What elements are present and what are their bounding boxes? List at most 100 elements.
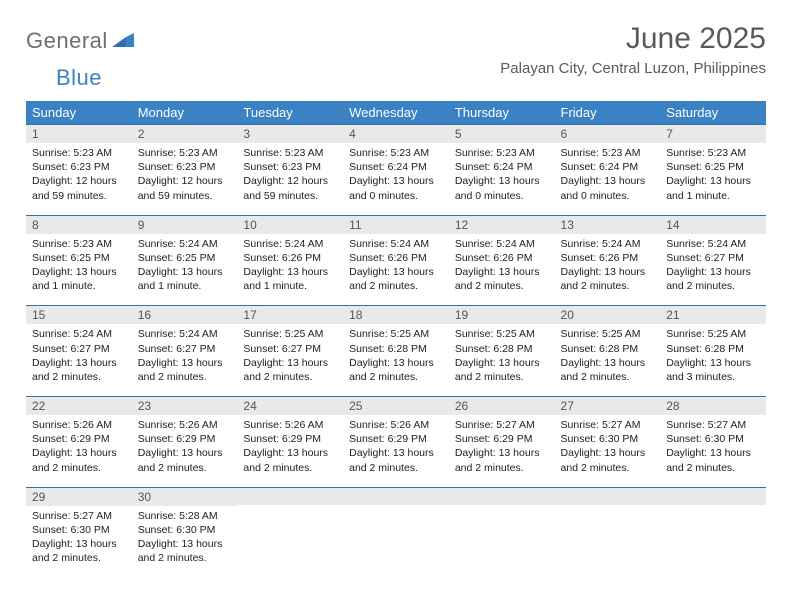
calendar-cell [343, 487, 449, 578]
day-details: Sunrise: 5:27 AMSunset: 6:30 PMDaylight:… [660, 415, 766, 479]
day-number: 13 [555, 215, 661, 234]
daylight-line: Daylight: 13 hours [243, 446, 337, 460]
day-number: 4 [343, 124, 449, 143]
calendar-cell: 20Sunrise: 5:25 AMSunset: 6:28 PMDayligh… [555, 305, 661, 396]
day-number: 11 [343, 215, 449, 234]
daylight-line: Daylight: 13 hours [561, 174, 655, 188]
daylight-line: Daylight: 12 hours [243, 174, 337, 188]
day-details: Sunrise: 5:23 AMSunset: 6:24 PMDaylight:… [555, 143, 661, 207]
daylight-line: and 2 minutes. [455, 370, 549, 384]
sunset-line: Sunset: 6:28 PM [349, 342, 443, 356]
sunset-line: Sunset: 6:26 PM [243, 251, 337, 265]
sunset-line: Sunset: 6:23 PM [243, 160, 337, 174]
sunset-line: Sunset: 6:23 PM [138, 160, 232, 174]
daylight-line: Daylight: 13 hours [243, 356, 337, 370]
daylight-line: Daylight: 13 hours [138, 537, 232, 551]
sunset-line: Sunset: 6:27 PM [138, 342, 232, 356]
sunset-line: Sunset: 6:26 PM [561, 251, 655, 265]
sunrise-line: Sunrise: 5:26 AM [349, 418, 443, 432]
sunset-line: Sunset: 6:30 PM [666, 432, 760, 446]
day-number: 1 [26, 124, 132, 143]
calendar-cell: 7Sunrise: 5:23 AMSunset: 6:25 PMDaylight… [660, 124, 766, 215]
weekday-header: Tuesday [237, 101, 343, 124]
calendar-row: 22Sunrise: 5:26 AMSunset: 6:29 PMDayligh… [26, 396, 766, 487]
calendar-cell [237, 487, 343, 578]
calendar-cell: 5Sunrise: 5:23 AMSunset: 6:24 PMDaylight… [449, 124, 555, 215]
day-number: 30 [132, 487, 238, 506]
day-number: 20 [555, 305, 661, 324]
daylight-line: and 2 minutes. [32, 461, 126, 475]
day-details: Sunrise: 5:28 AMSunset: 6:30 PMDaylight:… [132, 506, 238, 570]
calendar-cell: 26Sunrise: 5:27 AMSunset: 6:29 PMDayligh… [449, 396, 555, 487]
sunrise-line: Sunrise: 5:24 AM [138, 327, 232, 341]
day-number: 22 [26, 396, 132, 415]
day-details: Sunrise: 5:23 AMSunset: 6:23 PMDaylight:… [237, 143, 343, 207]
calendar-cell: 23Sunrise: 5:26 AMSunset: 6:29 PMDayligh… [132, 396, 238, 487]
sunset-line: Sunset: 6:29 PM [243, 432, 337, 446]
daylight-line: and 2 minutes. [349, 370, 443, 384]
day-details: Sunrise: 5:23 AMSunset: 6:23 PMDaylight:… [26, 143, 132, 207]
calendar-cell: 15Sunrise: 5:24 AMSunset: 6:27 PMDayligh… [26, 305, 132, 396]
daylight-line: and 2 minutes. [561, 370, 655, 384]
sunrise-line: Sunrise: 5:23 AM [32, 237, 126, 251]
sunrise-line: Sunrise: 5:25 AM [455, 327, 549, 341]
day-number: 18 [343, 305, 449, 324]
sunset-line: Sunset: 6:28 PM [666, 342, 760, 356]
calendar-cell: 16Sunrise: 5:24 AMSunset: 6:27 PMDayligh… [132, 305, 238, 396]
daylight-line: Daylight: 13 hours [32, 265, 126, 279]
day-details: Sunrise: 5:26 AMSunset: 6:29 PMDaylight:… [26, 415, 132, 479]
sunset-line: Sunset: 6:30 PM [138, 523, 232, 537]
sunset-line: Sunset: 6:24 PM [561, 160, 655, 174]
daylight-line: Daylight: 13 hours [138, 446, 232, 460]
daylight-line: Daylight: 13 hours [455, 356, 549, 370]
day-number [555, 487, 661, 505]
weekday-header: Saturday [660, 101, 766, 124]
day-details: Sunrise: 5:25 AMSunset: 6:27 PMDaylight:… [237, 324, 343, 388]
day-number [449, 487, 555, 505]
weekday-header: Sunday [26, 101, 132, 124]
calendar-cell: 22Sunrise: 5:26 AMSunset: 6:29 PMDayligh… [26, 396, 132, 487]
sunrise-line: Sunrise: 5:23 AM [32, 146, 126, 160]
daylight-line: Daylight: 13 hours [349, 174, 443, 188]
sunset-line: Sunset: 6:25 PM [138, 251, 232, 265]
calendar-head: Sunday Monday Tuesday Wednesday Thursday… [26, 101, 766, 124]
day-number: 16 [132, 305, 238, 324]
calendar-cell: 1Sunrise: 5:23 AMSunset: 6:23 PMDaylight… [26, 124, 132, 215]
day-details: Sunrise: 5:25 AMSunset: 6:28 PMDaylight:… [449, 324, 555, 388]
daylight-line: and 2 minutes. [561, 279, 655, 293]
calendar-cell: 27Sunrise: 5:27 AMSunset: 6:30 PMDayligh… [555, 396, 661, 487]
calendar-row: 1Sunrise: 5:23 AMSunset: 6:23 PMDaylight… [26, 124, 766, 215]
daylight-line: Daylight: 13 hours [666, 446, 760, 460]
daylight-line: and 2 minutes. [32, 551, 126, 565]
daylight-line: Daylight: 12 hours [32, 174, 126, 188]
day-details: Sunrise: 5:25 AMSunset: 6:28 PMDaylight:… [555, 324, 661, 388]
weekday-header: Thursday [449, 101, 555, 124]
day-details [660, 505, 766, 555]
day-details: Sunrise: 5:24 AMSunset: 6:25 PMDaylight:… [132, 234, 238, 298]
sunset-line: Sunset: 6:26 PM [349, 251, 443, 265]
daylight-line: Daylight: 13 hours [455, 446, 549, 460]
sunset-line: Sunset: 6:28 PM [561, 342, 655, 356]
daylight-line: Daylight: 13 hours [666, 265, 760, 279]
calendar-page: General June 2025 Palayan City, Central … [0, 0, 792, 577]
day-number: 27 [555, 396, 661, 415]
calendar-cell: 19Sunrise: 5:25 AMSunset: 6:28 PMDayligh… [449, 305, 555, 396]
day-details: Sunrise: 5:27 AMSunset: 6:29 PMDaylight:… [449, 415, 555, 479]
sunrise-line: Sunrise: 5:25 AM [561, 327, 655, 341]
day-number: 10 [237, 215, 343, 234]
day-number [237, 487, 343, 505]
daylight-line: Daylight: 13 hours [32, 446, 126, 460]
day-details: Sunrise: 5:24 AMSunset: 6:26 PMDaylight:… [555, 234, 661, 298]
day-details [237, 505, 343, 555]
sunset-line: Sunset: 6:26 PM [455, 251, 549, 265]
calendar-cell: 21Sunrise: 5:25 AMSunset: 6:28 PMDayligh… [660, 305, 766, 396]
day-number: 12 [449, 215, 555, 234]
month-title: June 2025 [500, 22, 766, 56]
sunrise-line: Sunrise: 5:24 AM [455, 237, 549, 251]
day-details [449, 505, 555, 555]
daylight-line: and 2 minutes. [666, 279, 760, 293]
sunset-line: Sunset: 6:30 PM [32, 523, 126, 537]
daylight-line: Daylight: 13 hours [138, 265, 232, 279]
sunrise-line: Sunrise: 5:24 AM [561, 237, 655, 251]
calendar-row: 29Sunrise: 5:27 AMSunset: 6:30 PMDayligh… [26, 487, 766, 578]
